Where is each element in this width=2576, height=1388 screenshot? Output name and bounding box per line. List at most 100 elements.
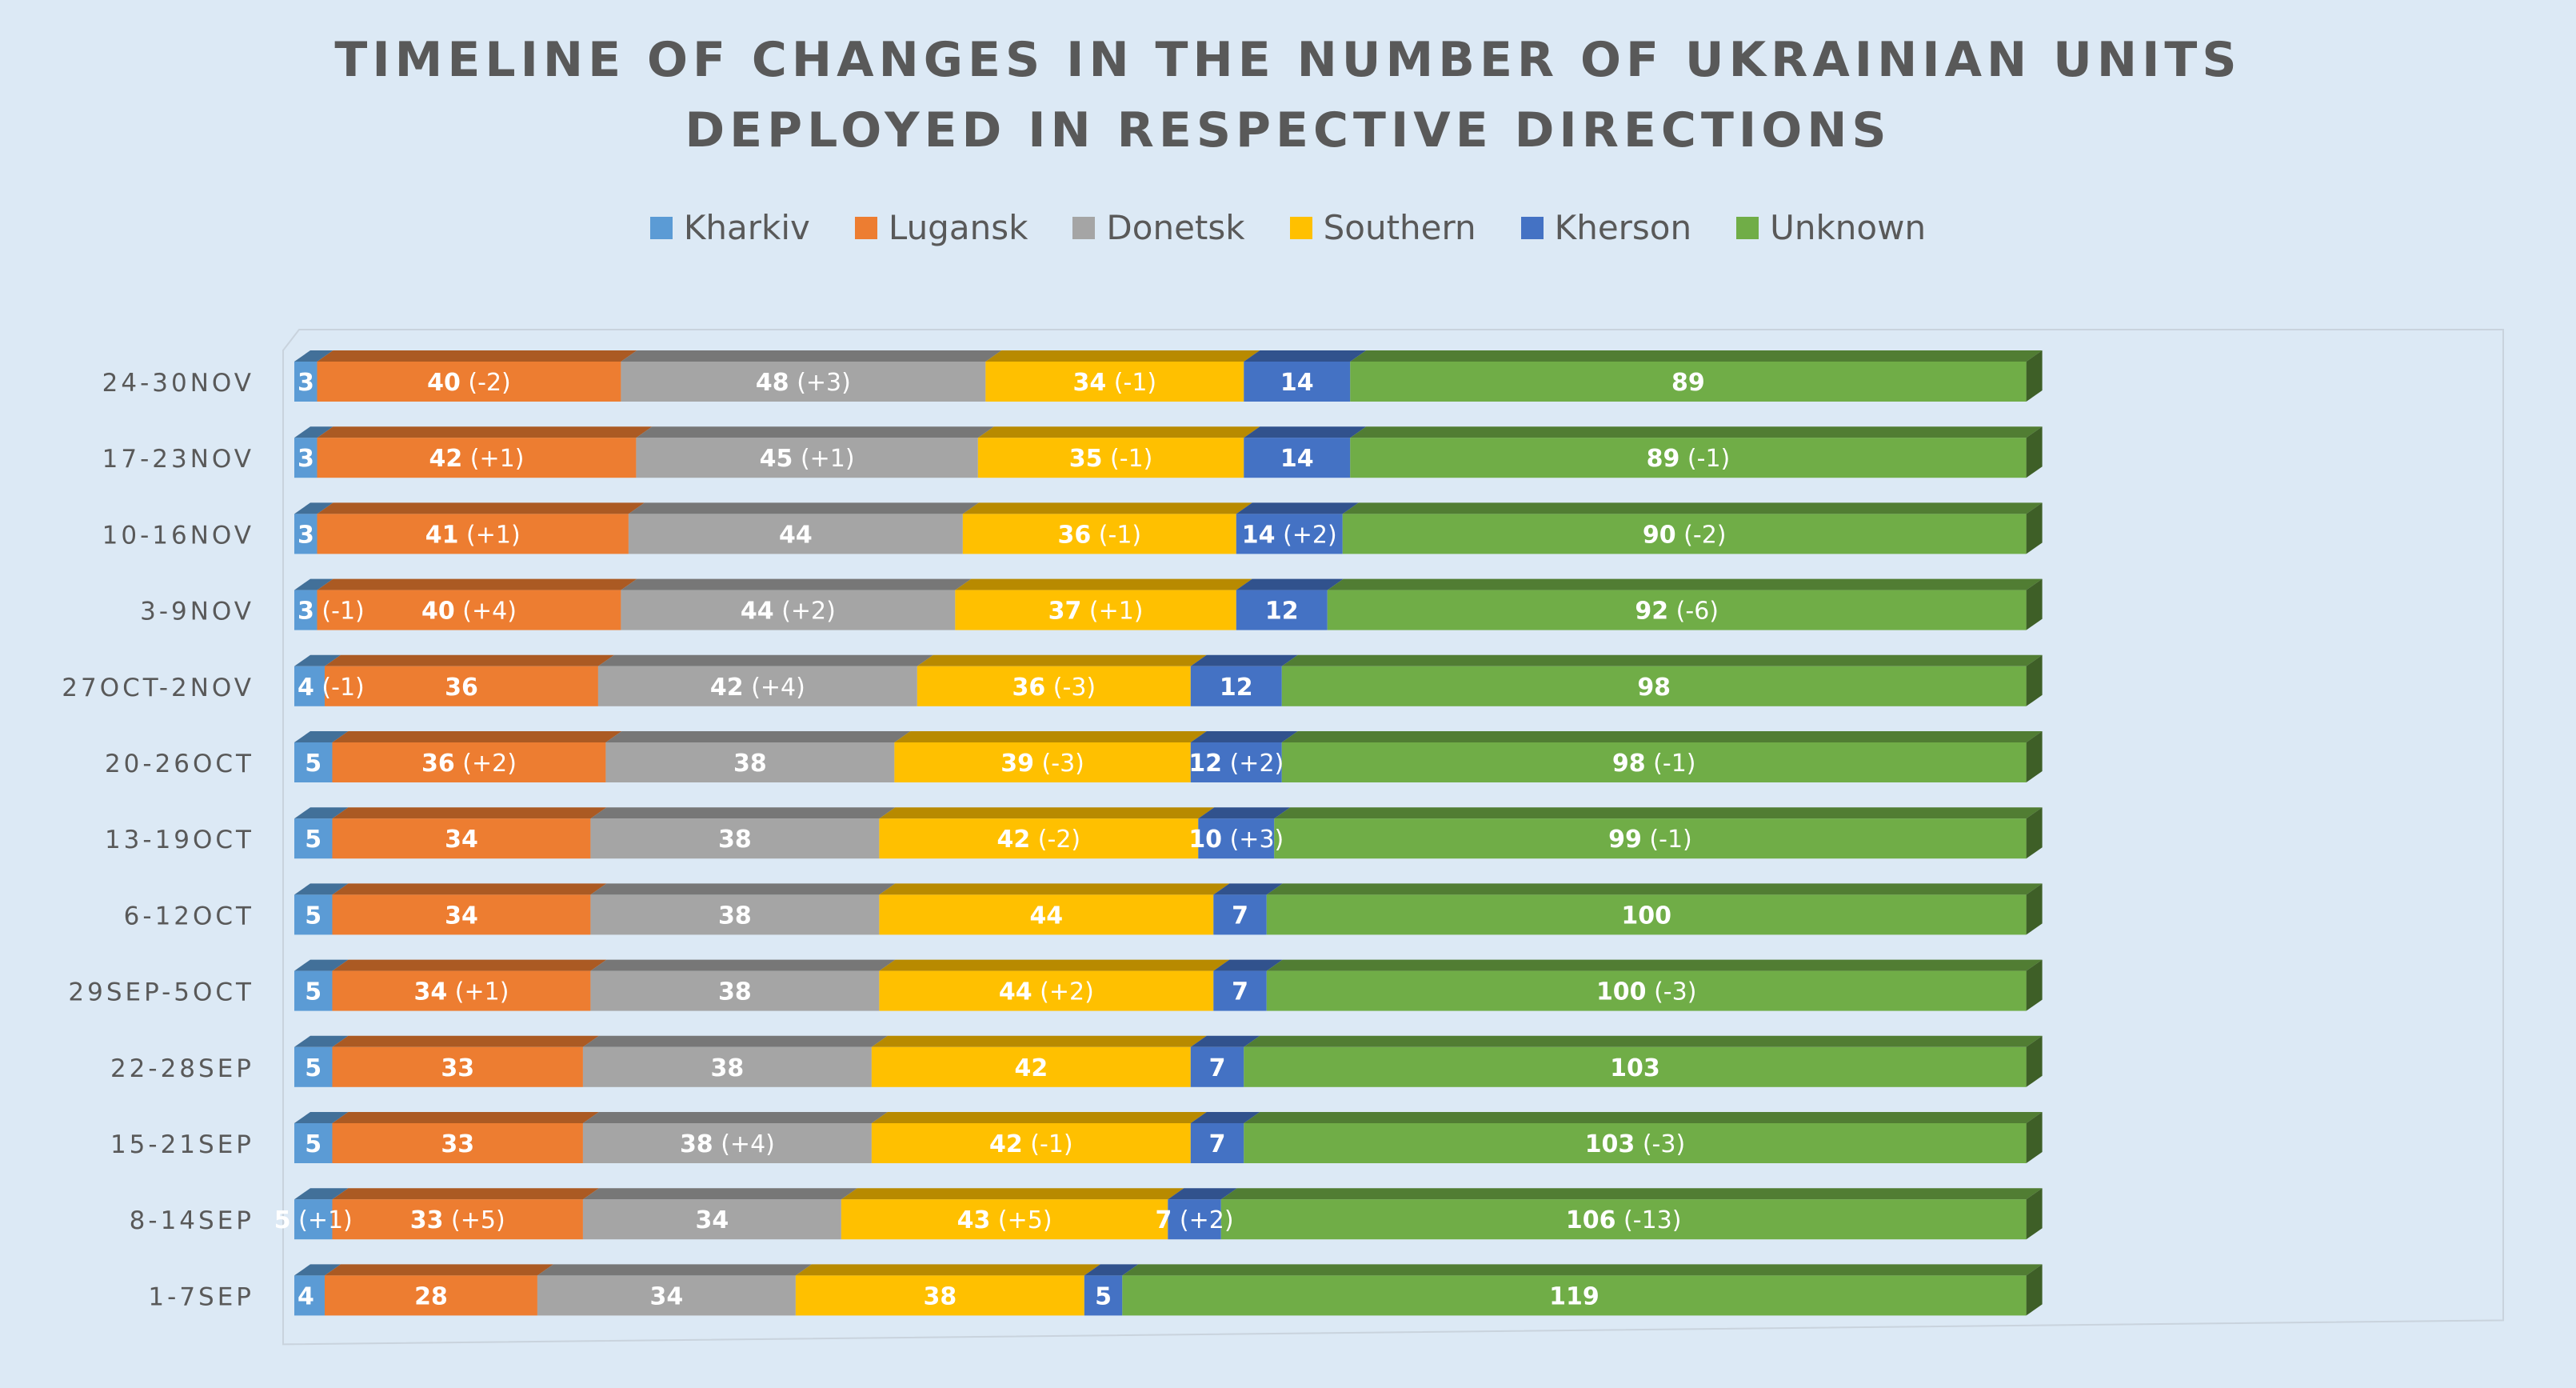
data-label-value: 14: [1280, 369, 1314, 397]
data-label-value: 100: [1621, 902, 1671, 930]
bar-top-kherson: [1168, 1188, 1237, 1200]
data-label-kharkiv: 5: [305, 826, 322, 854]
bar-top-donetsk: [621, 578, 972, 590]
chart-title-line-1: TIMELINE OF CHANGES IN THE NUMBER OF UKR…: [334, 32, 2242, 88]
chart-title-line-2: DEPLOYED IN RESPECTIVE DIRECTIONS: [685, 102, 1891, 158]
legend-item-donetsk: Donetsk: [1072, 208, 1245, 247]
bar-unknown: [1220, 1199, 2027, 1240]
data-label-change: (-3): [1034, 750, 1084, 778]
data-label-donetsk: 38: [711, 1054, 745, 1082]
category-label: 10-16NOV: [102, 521, 254, 550]
bar-lugansk: [317, 514, 629, 554]
bar-unknown: [1281, 742, 2027, 782]
data-label-value: 45: [760, 445, 793, 473]
bar-southern: [795, 1275, 1084, 1316]
bar-kharkiv: [294, 1199, 333, 1240]
bar-donetsk: [582, 1199, 841, 1240]
bar-unknown: [1274, 818, 2027, 859]
data-label-value: 34: [1073, 369, 1107, 397]
data-label-change: (+4): [455, 598, 517, 626]
data-label-kharkiv: 5: [305, 1054, 322, 1082]
data-label-value: 36: [1058, 521, 1092, 549]
bar-top-donetsk: [590, 959, 896, 971]
bar-side-face: [2026, 1035, 2043, 1087]
bar-side-face: [2026, 883, 2043, 935]
category-label: 1-7SEP: [148, 1282, 254, 1311]
bar-donetsk: [621, 362, 986, 402]
data-label-unknown: 92 (-6): [1635, 598, 1719, 626]
data-label-change: (-3): [1045, 674, 1096, 702]
bar-top-lugansk: [332, 1035, 599, 1047]
data-label-value: 103: [1610, 1054, 1660, 1082]
data-label-southern: 38: [923, 1282, 957, 1310]
bar-southern: [879, 818, 1199, 859]
data-label-southern: 35 (-1): [1069, 445, 1153, 473]
data-label-lugansk: 33: [441, 1130, 474, 1158]
data-label-change: (+3): [789, 369, 851, 397]
bar-unknown: [1122, 1275, 2027, 1316]
data-label-southern: 42 (-2): [997, 826, 1081, 854]
legend-swatch: [649, 216, 673, 239]
data-label-value: 34: [414, 978, 448, 1006]
bar-top-lugansk: [332, 807, 607, 819]
data-label-donetsk: 42 (+4): [710, 674, 805, 702]
bar-kharkiv: [294, 590, 318, 630]
bar-top-southern: [841, 1188, 1184, 1200]
data-label-value: 33: [441, 1054, 474, 1082]
data-label-change: (+4): [744, 674, 805, 702]
data-label-value: 5: [305, 1054, 322, 1082]
bar-southern: [917, 666, 1191, 706]
bar-southern: [962, 514, 1236, 554]
bar-top-southern: [917, 654, 1207, 666]
bar-kherson: [1190, 1046, 1244, 1087]
legend-item-unknown: Unknown: [1736, 208, 1926, 247]
category-label: 6-12OCT: [124, 902, 254, 930]
data-label-change: (-1): [1642, 826, 1692, 854]
bar-unknown: [1327, 590, 2027, 630]
bar-kherson: [1213, 894, 1267, 935]
bar-donetsk: [597, 666, 917, 706]
data-label-value: 106: [1566, 1206, 1616, 1234]
bar-top-southern: [894, 731, 1207, 742]
bar-top-kharkiv: [294, 426, 333, 438]
data-label-kherson: 12: [1220, 674, 1253, 702]
bar-kharkiv: [294, 742, 333, 782]
category-label: 22-28SEP: [110, 1054, 254, 1083]
bar-top-lugansk: [332, 1188, 599, 1200]
data-label-value: 14: [1242, 521, 1276, 549]
bar-top-lugansk: [317, 350, 637, 362]
bar-kharkiv: [294, 970, 333, 1011]
data-label-change: (+2): [1032, 978, 1094, 1006]
bar-kherson: [1190, 742, 1282, 782]
bar-top-unknown: [1327, 578, 2043, 590]
data-label-kharkiv: 5: [305, 1130, 322, 1158]
bar-top-kherson: [1190, 654, 1298, 666]
bar-top-unknown: [1281, 654, 2043, 666]
bar-top-lugansk: [332, 959, 607, 971]
data-label-unknown: 98: [1637, 674, 1671, 702]
data-label-change: (+1): [1081, 598, 1143, 626]
data-label-value: 3: [298, 521, 314, 549]
bar-top-lugansk: [324, 1264, 553, 1276]
bar-top-southern: [871, 1035, 1207, 1047]
data-label-change: (+1): [291, 1206, 353, 1234]
data-label-donetsk: 38: [718, 902, 752, 930]
bar-donetsk: [605, 742, 895, 782]
legend-label: Donetsk: [1106, 208, 1245, 247]
data-label-donetsk: 48 (+3): [756, 369, 851, 397]
data-label-lugansk: 33 (+5): [410, 1206, 505, 1234]
data-label-change: (+5): [444, 1206, 505, 1234]
bar-top-kherson: [1236, 502, 1359, 514]
bar-top-donetsk: [636, 426, 994, 438]
bar-top-southern: [795, 1264, 1100, 1276]
data-label-value: 12: [1265, 598, 1299, 626]
legend-item-lugansk: Lugansk: [854, 208, 1028, 247]
data-label-value: 34: [445, 826, 478, 854]
bar-top-kharkiv: [294, 883, 349, 895]
legend-swatch: [1736, 216, 1759, 239]
bar-side-face: [2026, 578, 2043, 630]
bar-lugansk: [317, 438, 637, 478]
data-label-donetsk: 38: [718, 978, 752, 1006]
data-label-unknown: 90 (-2): [1643, 521, 1727, 549]
data-label-kharkiv: 4 (-1): [298, 674, 365, 702]
